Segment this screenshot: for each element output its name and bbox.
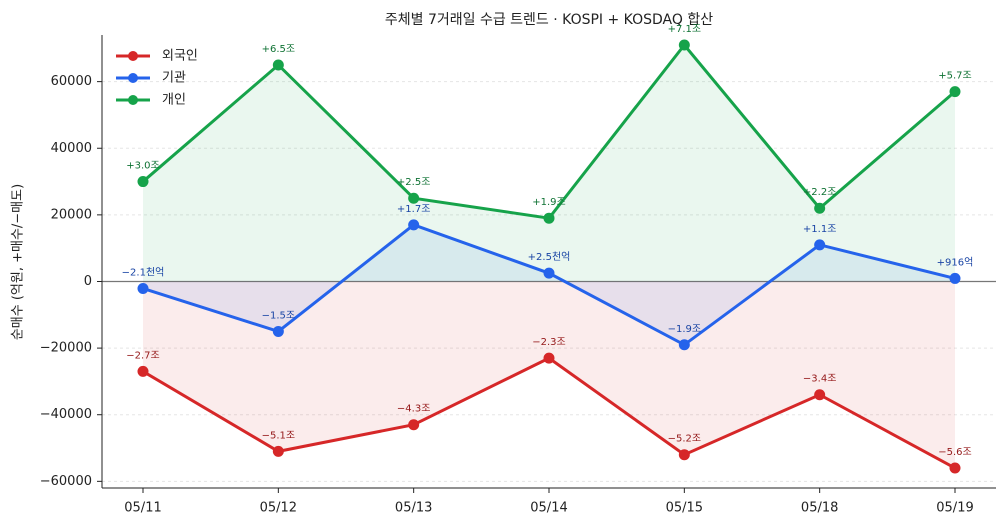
x-tick-label: 05/15 xyxy=(666,501,703,516)
x-tick-label: 05/11 xyxy=(124,501,161,516)
legend-marker xyxy=(128,73,138,83)
value-label: +1.7조 xyxy=(397,204,430,215)
legend-label: 기관 xyxy=(162,71,186,86)
area xyxy=(143,44,955,282)
value-label: −5.6조 xyxy=(938,447,971,458)
point xyxy=(814,389,826,401)
point xyxy=(678,449,690,461)
point xyxy=(678,339,690,351)
value-label: +7.1조 xyxy=(668,24,701,35)
point xyxy=(408,192,420,204)
legend-marker xyxy=(128,95,138,105)
y-tick-label: 0 xyxy=(84,274,92,289)
y-tick-label: −60000 xyxy=(40,474,92,489)
point xyxy=(408,219,420,231)
value-label: +916억 xyxy=(937,256,974,268)
legend-marker xyxy=(128,51,138,61)
point xyxy=(272,325,284,337)
value-label: +2.5천억 xyxy=(528,251,571,263)
x-tick-label: 05/18 xyxy=(801,501,838,516)
point xyxy=(949,86,961,98)
y-tick-label: 20000 xyxy=(51,207,92,222)
value-label: −2.1천억 xyxy=(122,266,165,278)
y-tick-label: 60000 xyxy=(51,74,92,89)
value-label: −2.7조 xyxy=(126,350,159,361)
point xyxy=(949,462,961,474)
x-tick-label: 05/12 xyxy=(260,501,297,516)
value-label: +2.5조 xyxy=(397,177,430,188)
value-label: −1.9조 xyxy=(668,324,701,335)
legend-label: 외국인 xyxy=(162,49,198,64)
value-label: −4.3조 xyxy=(397,404,430,415)
x-tick-label: 05/13 xyxy=(395,501,432,516)
value-label: +1.9조 xyxy=(532,197,565,208)
point xyxy=(272,445,284,457)
y-axis-label: 순매수 (억원, +매수/−매도) xyxy=(11,184,26,340)
point xyxy=(949,272,961,284)
value-label: +3.0조 xyxy=(126,161,159,172)
chart-title: 주체별 7거래일 수급 트렌드 · KOSPI + KOSDAQ 합산 xyxy=(385,12,713,28)
y-tick-label: 40000 xyxy=(51,141,92,156)
point xyxy=(272,59,284,71)
value-label: −5.1조 xyxy=(262,430,295,441)
value-label: −1.5조 xyxy=(262,310,295,321)
y-tick-label: −20000 xyxy=(40,341,92,356)
point xyxy=(678,39,690,51)
value-label: +2.2조 xyxy=(803,187,836,198)
point xyxy=(408,419,420,431)
point xyxy=(137,282,149,294)
value-label: +5.7조 xyxy=(938,71,971,82)
area xyxy=(143,224,955,345)
value-label: −5.2조 xyxy=(668,434,701,445)
point xyxy=(543,267,555,279)
point xyxy=(814,202,826,214)
point xyxy=(137,176,149,188)
area xyxy=(143,281,955,469)
value-label: +1.1조 xyxy=(803,224,836,235)
point xyxy=(137,365,149,377)
value-label: −3.4조 xyxy=(803,374,836,385)
point xyxy=(543,352,555,364)
value-label: +6.5조 xyxy=(262,44,295,55)
x-tick-label: 05/19 xyxy=(936,501,973,516)
y-tick-label: −40000 xyxy=(40,407,92,422)
point xyxy=(814,239,826,251)
value-label: −2.3조 xyxy=(532,337,565,348)
x-tick-label: 05/14 xyxy=(530,501,567,516)
point xyxy=(543,212,555,224)
legend-label: 개인 xyxy=(162,93,186,108)
